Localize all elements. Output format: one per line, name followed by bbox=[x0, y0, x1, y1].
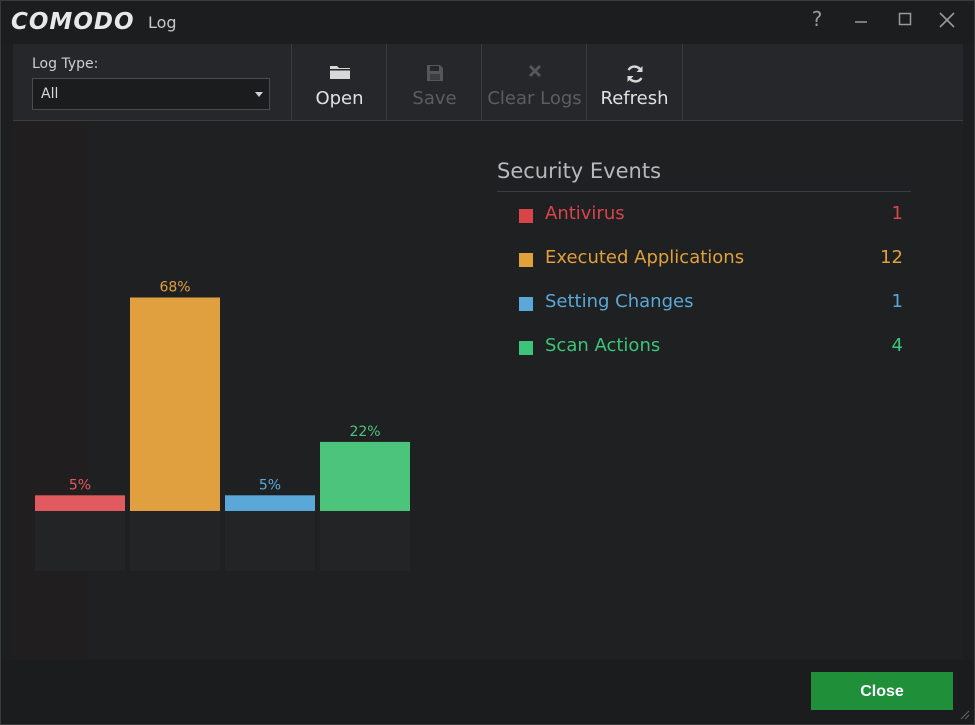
resize-grip-icon[interactable] bbox=[960, 710, 970, 720]
legend-item-name: Executed Applications bbox=[545, 247, 745, 268]
legend-swatch bbox=[519, 341, 533, 355]
save-label: Save bbox=[412, 88, 457, 109]
maximize-icon bbox=[898, 12, 912, 26]
bar-antivirus[interactable] bbox=[35, 495, 125, 511]
bar-shadow-antivirus bbox=[35, 511, 125, 571]
legend-item-count: 1 bbox=[891, 203, 903, 224]
log-type-select[interactable]: All bbox=[32, 78, 270, 110]
open-button[interactable]: Open bbox=[291, 44, 387, 120]
minimize-icon bbox=[855, 21, 867, 23]
brand-logo: COMODO bbox=[11, 9, 135, 35]
legend-item-executed-applications[interactable]: Executed Applications 12 bbox=[497, 236, 911, 280]
clear-icon bbox=[528, 64, 541, 78]
legend-item-scan-actions[interactable]: Scan Actions 4 bbox=[497, 324, 911, 368]
clear-logs-label: Clear Logs bbox=[487, 88, 582, 109]
legend-swatch bbox=[519, 253, 533, 267]
bar-shadow-executed-applications bbox=[130, 511, 220, 571]
folder-icon bbox=[329, 66, 350, 79]
log-type-label: Log Type: bbox=[32, 56, 99, 72]
help-icon: ? bbox=[811, 7, 823, 31]
save-button[interactable]: Save bbox=[386, 44, 482, 120]
legend-item-setting-changes[interactable]: Setting Changes 1 bbox=[497, 280, 911, 324]
help-button[interactable]: ? bbox=[799, 5, 835, 33]
bar-setting-changes[interactable] bbox=[225, 495, 315, 511]
bar-label-scan-actions: 22% bbox=[349, 424, 380, 440]
bar-shadow-setting-changes bbox=[225, 511, 315, 571]
bar-executed-applications[interactable] bbox=[130, 297, 220, 511]
clear-logs-button[interactable]: Clear Logs bbox=[481, 44, 587, 120]
title-bar[interactable]: COMODO Log ? bbox=[1, 1, 974, 43]
bar-label-antivirus: 5% bbox=[69, 477, 91, 493]
close-icon bbox=[939, 12, 955, 28]
bar-label-executed-applications: 68% bbox=[159, 279, 190, 295]
close-button[interactable]: Close bbox=[811, 672, 953, 710]
legend-swatch bbox=[519, 209, 533, 223]
close-window-button[interactable] bbox=[929, 5, 965, 33]
log-type-value: All bbox=[41, 86, 59, 102]
security-events-legend: Security Events Antivirus 1 Executed App… bbox=[497, 159, 911, 368]
legend-item-antivirus[interactable]: Antivirus 1 bbox=[497, 192, 911, 236]
legend-item-name: Antivirus bbox=[545, 203, 625, 224]
legend-swatch bbox=[519, 297, 533, 311]
legend-item-count: 1 bbox=[891, 291, 903, 312]
bar-scan-actions[interactable] bbox=[320, 441, 410, 511]
legend-item-name: Setting Changes bbox=[545, 291, 694, 312]
refresh-label: Refresh bbox=[600, 88, 669, 109]
legend-title: Security Events bbox=[497, 159, 911, 192]
refresh-icon bbox=[626, 65, 643, 83]
legend-item-count: 12 bbox=[880, 247, 903, 268]
minimize-button[interactable] bbox=[843, 5, 879, 33]
bar-label-setting-changes: 5% bbox=[259, 477, 281, 493]
bar-shadow-scan-actions bbox=[320, 511, 410, 571]
save-icon bbox=[426, 65, 443, 81]
legend-item-name: Scan Actions bbox=[545, 335, 661, 356]
refresh-button[interactable]: Refresh bbox=[586, 44, 683, 120]
security-events-bar-chart: 5% 68% 5% 22% bbox=[35, 279, 410, 571]
legend-item-count: 4 bbox=[891, 335, 903, 356]
window-subtitle: Log bbox=[148, 13, 177, 32]
maximize-button[interactable] bbox=[887, 5, 923, 33]
open-label: Open bbox=[315, 88, 364, 109]
toolbar: Log Type: All Open Save Clear Logs Refre… bbox=[13, 44, 963, 121]
chevron-down-icon bbox=[255, 92, 263, 97]
